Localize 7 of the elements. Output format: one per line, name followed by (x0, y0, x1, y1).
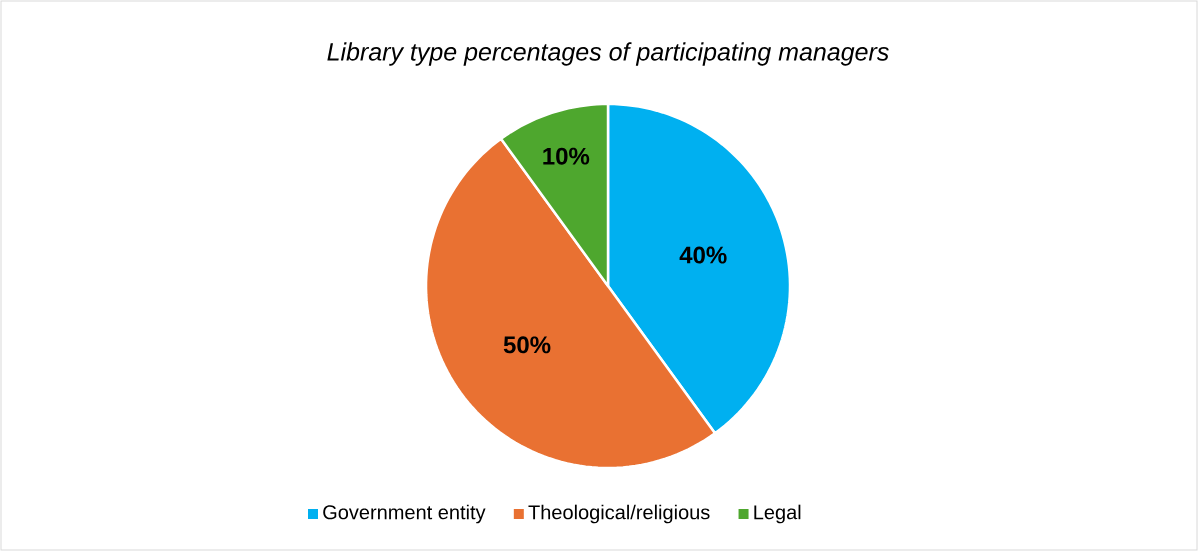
data-label: 10% (543, 147, 590, 165)
data-label: 50% (503, 336, 551, 354)
chart-title: Library type percentages of participating managers (327, 42, 889, 66)
legend-label: Government entity (323, 504, 486, 524)
data-label: 40% (679, 246, 727, 264)
legend-label: Legal (754, 504, 801, 524)
legend-label: Theological/religious (528, 504, 710, 524)
